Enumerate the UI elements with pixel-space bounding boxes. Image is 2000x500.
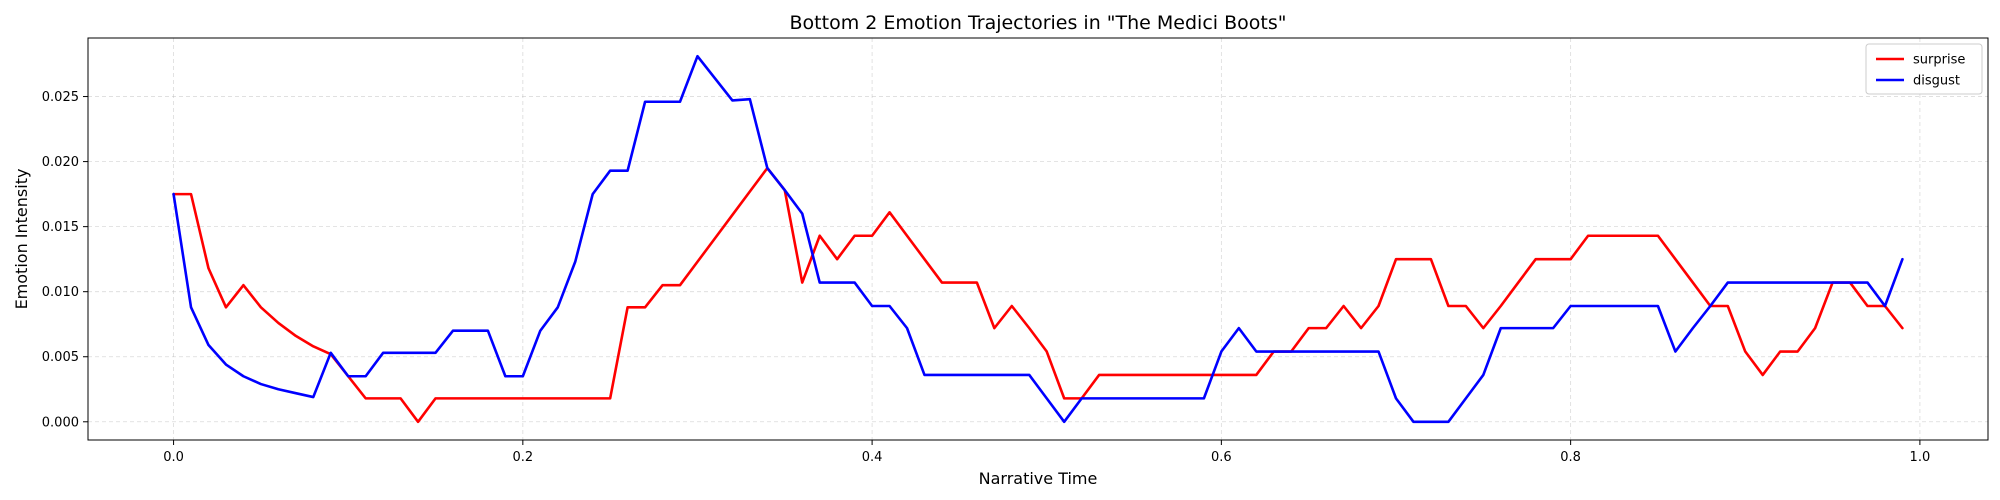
y-axis-label: Emotion Intensity bbox=[12, 169, 31, 310]
x-axis-label: Narrative Time bbox=[979, 469, 1098, 488]
series-layer bbox=[172, 54, 1904, 424]
y-axis: 0.000 0.005 0.010 0.015 0.020 0.025 bbox=[42, 90, 88, 430]
x-axis: 0.0 0.2 0.4 0.6 0.8 1.0 bbox=[163, 440, 1930, 465]
x-tick-label: 0.0 bbox=[163, 450, 184, 465]
chart-title: Bottom 2 Emotion Trajectories in "The Me… bbox=[790, 12, 1287, 34]
x-tick-label: 1.0 bbox=[1910, 450, 1931, 465]
legend-box bbox=[1865, 43, 1983, 95]
y-tick-label: 0.025 bbox=[42, 90, 79, 105]
legend-label-surprise: surprise bbox=[1913, 53, 1965, 68]
series-line-surprise bbox=[172, 166, 1904, 424]
x-tick-label: 0.2 bbox=[512, 450, 533, 465]
y-tick-label: 0.000 bbox=[42, 415, 79, 430]
series-line-disgust bbox=[172, 54, 1904, 424]
legend: surprise disgust bbox=[1865, 43, 1983, 95]
x-tick-label: 0.6 bbox=[1211, 450, 1232, 465]
grid bbox=[88, 38, 1988, 440]
plot-frame bbox=[87, 37, 1989, 441]
y-tick-label: 0.020 bbox=[42, 155, 79, 170]
x-tick-label: 0.4 bbox=[862, 450, 883, 465]
x-tick-label: 0.8 bbox=[1560, 450, 1581, 465]
y-tick-label: 0.010 bbox=[42, 285, 79, 300]
legend-label-disgust: disgust bbox=[1913, 74, 1960, 89]
y-tick-label: 0.005 bbox=[42, 350, 79, 365]
y-tick-label: 0.015 bbox=[42, 220, 79, 235]
